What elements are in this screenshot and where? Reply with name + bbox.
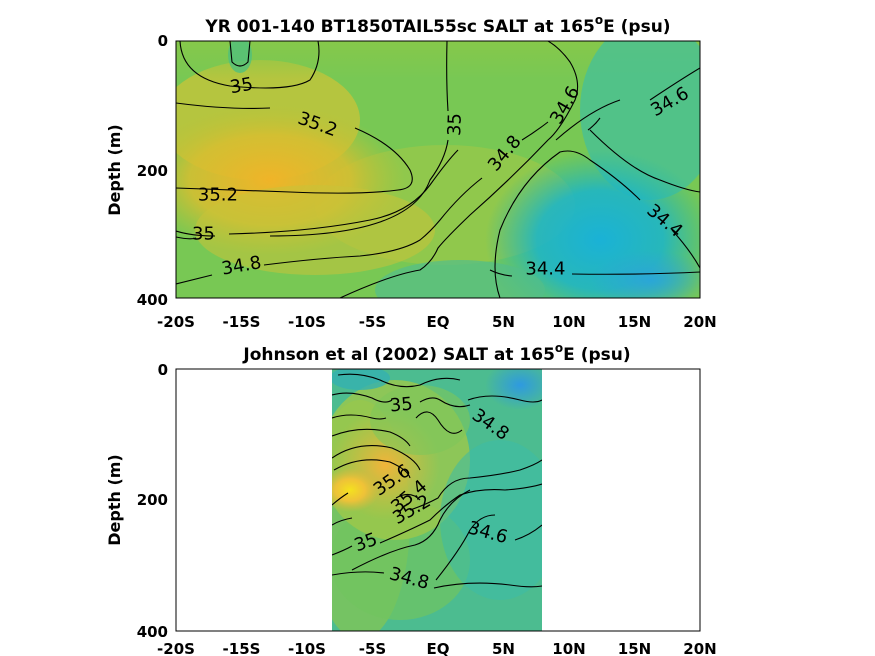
x-tick-label: 10N xyxy=(552,313,585,331)
x-tick-label: 15N xyxy=(618,640,651,656)
x-tick-label: -10S xyxy=(288,640,326,656)
x-tick-label: -15S xyxy=(223,640,261,656)
x-tick-label: 15N xyxy=(618,313,651,331)
bottom-panel-title: Johnson et al (2002) SALT at 165oE (psu) xyxy=(242,341,630,365)
top-plot-frame xyxy=(175,40,701,299)
contour-label: 35 xyxy=(389,394,414,417)
x-tick-label: EQ xyxy=(427,640,450,656)
contour-label: 35 xyxy=(444,113,466,137)
x-tick-label: 5N xyxy=(492,313,515,331)
top-panel: YR 001-140 BT1850TAIL55sc SALT at 165oE … xyxy=(105,13,717,331)
top-y-axis-label: Depth (m) xyxy=(105,124,124,216)
x-tick-label: EQ xyxy=(427,313,450,331)
x-tick-label: 20N xyxy=(683,313,716,331)
top-panel-title: YR 001-140 BT1850TAIL55sc SALT at 165oE … xyxy=(204,13,670,37)
contour-label: 35 xyxy=(228,74,254,99)
bottom-y-ticks: 0 200 400 xyxy=(137,361,168,641)
contour-label: 34.4 xyxy=(525,259,565,280)
x-tick-label: -5S xyxy=(359,313,386,331)
bottom-contour-lines xyxy=(332,373,542,589)
y-tick-label: 0 xyxy=(158,32,168,50)
contour-label: 35 xyxy=(192,223,215,244)
x-tick-label: 10N xyxy=(552,640,585,656)
x-tick-label: 20N xyxy=(683,640,716,656)
x-tick-label: -15S xyxy=(223,313,261,331)
x-tick-label: -10S xyxy=(288,313,326,331)
y-tick-label: 200 xyxy=(137,491,168,509)
top-y-ticks: 0 200 400 xyxy=(137,32,168,309)
bottom-plot-frame xyxy=(175,368,701,632)
top-contour-lines xyxy=(176,41,700,298)
y-tick-label: 400 xyxy=(137,291,168,309)
x-tick-label: 5N xyxy=(492,640,515,656)
x-tick-label: -5S xyxy=(359,640,386,656)
y-tick-label: 400 xyxy=(137,623,168,641)
x-tick-label: -20S xyxy=(157,313,195,331)
top-salinity-field xyxy=(176,41,700,298)
bottom-x-ticks: -20S -15S -10S -5S EQ 5N 10N 15N 20N xyxy=(157,640,717,656)
bottom-salinity-field xyxy=(332,369,542,631)
x-tick-label: -20S xyxy=(157,640,195,656)
y-tick-label: 200 xyxy=(137,162,168,180)
bottom-y-axis-label: Depth (m) xyxy=(105,454,124,546)
y-tick-label: 0 xyxy=(158,361,168,379)
contour-label: 35.2 xyxy=(198,185,238,206)
bottom-panel: Johnson et al (2002) SALT at 165oE (psu) xyxy=(105,341,717,656)
top-x-ticks: -20S -15S -10S -5S EQ 5N 10N 15N 20N xyxy=(157,313,717,331)
